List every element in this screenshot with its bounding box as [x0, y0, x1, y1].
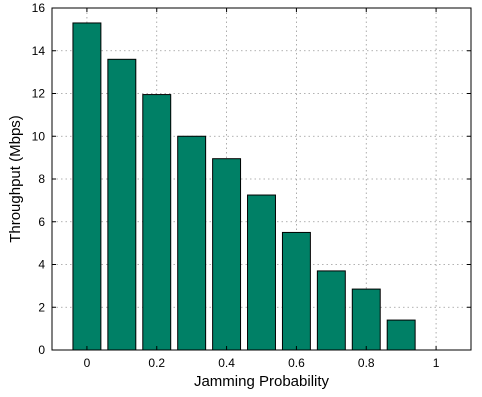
y-tick-label: 10 — [32, 129, 46, 143]
bar — [281, 231, 311, 351]
x-tick-label: 0.8 — [358, 356, 375, 370]
y-tick-label: 0 — [38, 343, 45, 357]
bar — [177, 135, 207, 351]
bar — [72, 22, 102, 351]
x-axis-label: Jamming Probability — [194, 373, 330, 390]
x-tick-label: 0.4 — [218, 356, 235, 370]
y-tick-label: 12 — [32, 87, 46, 101]
x-tick-label: 0 — [84, 356, 91, 370]
bar — [107, 58, 137, 351]
bar — [316, 270, 346, 351]
bar — [212, 158, 242, 351]
bar — [142, 94, 172, 351]
bar — [351, 288, 381, 351]
x-tick-label: 0.2 — [148, 356, 165, 370]
bar — [247, 194, 276, 351]
y-tick-label: 14 — [32, 44, 46, 58]
y-tick-label: 4 — [38, 258, 45, 272]
y-tick-label: 8 — [38, 172, 45, 186]
bar — [386, 319, 416, 351]
x-tick-label: 0.6 — [288, 356, 305, 370]
y-axis-label: Throughput (Mbps) — [7, 115, 24, 243]
y-tick-label: 6 — [38, 215, 45, 229]
x-tick-label: 1 — [433, 356, 440, 370]
y-tick-label: 16 — [32, 1, 46, 15]
y-tick-label: 2 — [38, 300, 45, 314]
bars — [72, 22, 416, 351]
